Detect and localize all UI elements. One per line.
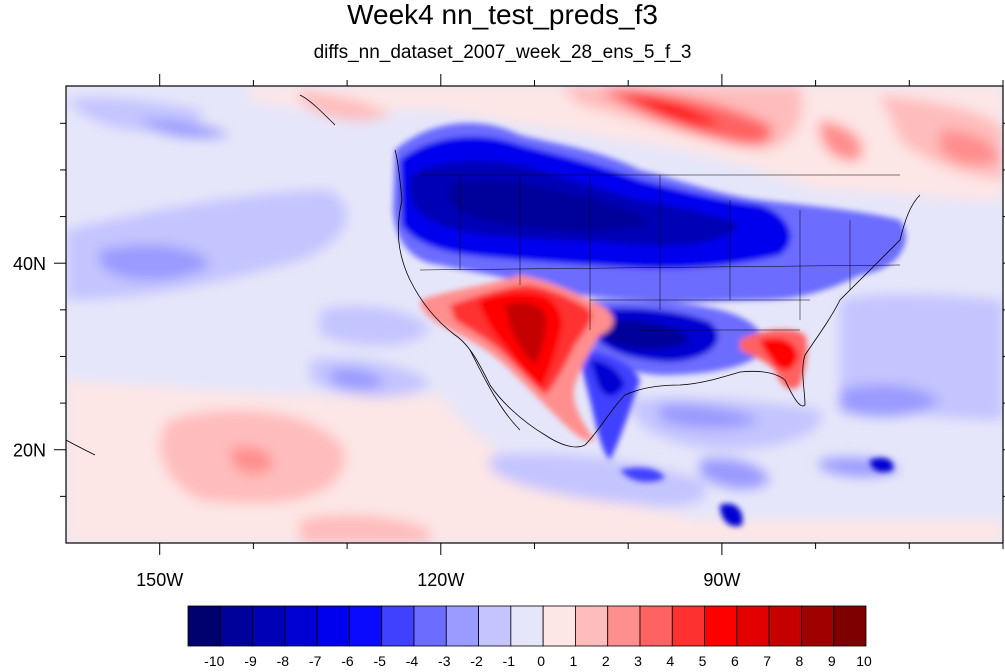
colorbar-swatch — [316, 605, 350, 647]
colorbar-label: 2 — [602, 653, 610, 669]
lon-tick-label: 90W — [703, 570, 740, 590]
colorbar-label: -8 — [277, 653, 290, 669]
colorbar-label: -2 — [470, 653, 483, 669]
map-title: Week4 nn_test_preds_f3 — [347, 0, 658, 30]
colorbar-label: 6 — [731, 653, 739, 669]
colorbar-swatch — [768, 605, 802, 647]
colorbar-swatch — [187, 605, 221, 647]
colorbar-label: 4 — [666, 653, 674, 669]
lat-tick-label: 20N — [13, 441, 46, 461]
colorbar-label: 0 — [537, 653, 545, 669]
axis-labels: 150W 120W 90W 20N 40N — [13, 254, 740, 590]
colorbar-swatch — [413, 605, 447, 647]
colorbar-swatch — [510, 605, 544, 647]
colorbar-label: 9 — [828, 653, 836, 669]
lon-tick-label: 150W — [136, 570, 183, 590]
colorbar-label: 10 — [856, 653, 872, 669]
colorbar-swatch — [219, 605, 253, 647]
colorbar-swatch — [381, 605, 415, 647]
colorbar-label: -6 — [341, 653, 354, 669]
contour-field — [66, 86, 1003, 543]
colorbar-swatch — [349, 605, 383, 647]
colorbar-label: -5 — [373, 653, 386, 669]
colorbar-swatch — [575, 605, 609, 647]
colorbar-swatch — [542, 605, 576, 647]
colorbar — [187, 605, 867, 647]
colorbar-swatch — [704, 605, 738, 647]
colorbar-label: -9 — [244, 653, 257, 669]
map-subtitle: diffs_nn_dataset_2007_week_28_ens_5_f_3 — [313, 42, 692, 63]
colorbar-label: -3 — [438, 653, 451, 669]
colorbar-labels: -10 -9 -8 -7 -6 -5 -4 -3 -2 -1 0 1 2 3 4 5 6 7 8 9 10 — [204, 653, 872, 669]
colorbar-swatch — [252, 605, 286, 647]
axis-ticks — [54, 74, 1005, 555]
lon-tick-label: 120W — [417, 570, 464, 590]
colorbar-label: -7 — [309, 653, 322, 669]
colorbar-label: 8 — [796, 653, 804, 669]
colorbar-swatch — [607, 605, 641, 647]
colorbar-swatch — [833, 605, 867, 647]
colorbar-label: 3 — [634, 653, 642, 669]
colorbar-swatch — [284, 605, 318, 647]
coastlines — [66, 94, 921, 456]
colorbar-swatch — [801, 605, 835, 647]
colorbar-label: -1 — [503, 653, 516, 669]
colorbar-swatch — [671, 605, 705, 647]
colorbar-swatch — [736, 605, 770, 647]
colorbar-label: -10 — [204, 653, 224, 669]
colorbar-swatch — [445, 605, 479, 647]
colorbar-swatch — [639, 605, 673, 647]
colorbar-swatch — [478, 605, 512, 647]
colorbar-label: 5 — [699, 653, 707, 669]
state-borders — [419, 174, 901, 331]
colorbar-label: 7 — [763, 653, 771, 669]
lat-tick-label: 40N — [13, 254, 46, 274]
colorbar-label: 1 — [570, 653, 578, 669]
colorbar-label: -4 — [406, 653, 419, 669]
